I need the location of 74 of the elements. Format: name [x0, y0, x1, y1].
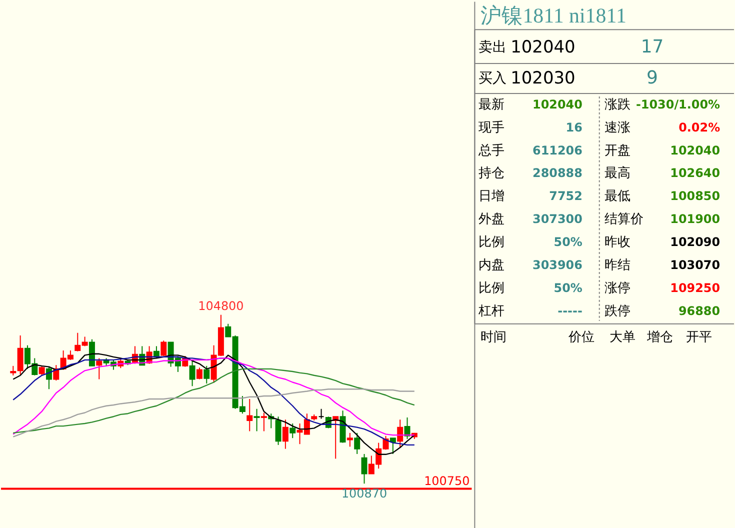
text: 0.02% [678, 120, 720, 134]
text: 买入 [478, 70, 507, 86]
text: 开平 [686, 330, 712, 345]
text: 50% [554, 235, 582, 250]
text: 开盘 [604, 143, 630, 158]
text: 7752 [549, 189, 582, 204]
text: 时间 [480, 330, 507, 345]
text: 卖出 [478, 40, 507, 56]
candlestick [204, 365, 210, 384]
text: 内盘 [478, 258, 505, 273]
text: 增仓 [646, 330, 674, 345]
candlestick [354, 432, 360, 454]
text: 大单 [609, 330, 636, 345]
text: 速涨 [604, 120, 630, 136]
text: 307300 [532, 212, 582, 226]
candlestick [260, 412, 267, 432]
candlestick [96, 358, 102, 380]
text: 最高 [604, 165, 630, 182]
text: 涨跌 [604, 97, 630, 112]
text: 100850 [670, 189, 720, 204]
text: ----- [558, 304, 582, 318]
text: 沪镍1811 ni1811 [480, 4, 626, 28]
candlestick [189, 359, 196, 387]
text: 102030 [510, 67, 576, 88]
text: 102640 [670, 166, 720, 180]
text: 比例 [478, 235, 505, 250]
text: 昨收 [604, 235, 630, 250]
candlestick [361, 453, 368, 484]
candlestick [10, 365, 16, 376]
text: 96880 [678, 304, 720, 318]
text: -1030/1.00% [636, 97, 720, 112]
text: 109250 [670, 280, 720, 295]
candlestick [160, 340, 167, 357]
candlestick [282, 419, 288, 450]
text: 17 [640, 36, 664, 58]
text: 50% [554, 280, 582, 295]
text: 103070 [670, 258, 720, 272]
text: 最新 [478, 97, 505, 112]
text: 102090 [670, 235, 720, 250]
text: 跌停 [604, 304, 630, 319]
text: 102040 [510, 36, 576, 57]
text: 比例 [478, 280, 505, 296]
text: 总手 [478, 143, 505, 158]
candlestick [38, 365, 45, 376]
candlestick [17, 334, 24, 376]
text: 280888 [532, 166, 582, 180]
annotation: 104800 [198, 298, 244, 313]
ref-line-label: 100750 [424, 474, 470, 488]
candlestick [346, 432, 353, 448]
text: 最低 [604, 189, 630, 204]
candlestick [246, 398, 253, 432]
candlestick [397, 419, 404, 448]
text: 杠杆 [478, 304, 505, 319]
candlestick [390, 438, 396, 454]
text: 持仓 [478, 166, 505, 182]
candlestick [290, 422, 296, 439]
text: 611206 [532, 143, 582, 158]
text: 结算价 [604, 212, 644, 228]
text: 102040 [670, 143, 720, 158]
text: 昨结 [604, 258, 630, 273]
text: 101900 [670, 212, 720, 226]
candlestick [318, 408, 324, 420]
candlestick [275, 416, 282, 446]
candlestick [254, 408, 260, 432]
annotation: 100870 [341, 486, 388, 501]
text: 价位 [567, 330, 594, 345]
text: 102040 [532, 97, 582, 112]
text: 9 [646, 67, 658, 88]
text: 现手 [478, 120, 505, 136]
text: 303906 [532, 258, 582, 272]
text: 16 [566, 120, 582, 134]
text: 日增 [478, 189, 505, 204]
text: 外盘 [478, 212, 505, 228]
text: 涨停 [604, 280, 630, 296]
